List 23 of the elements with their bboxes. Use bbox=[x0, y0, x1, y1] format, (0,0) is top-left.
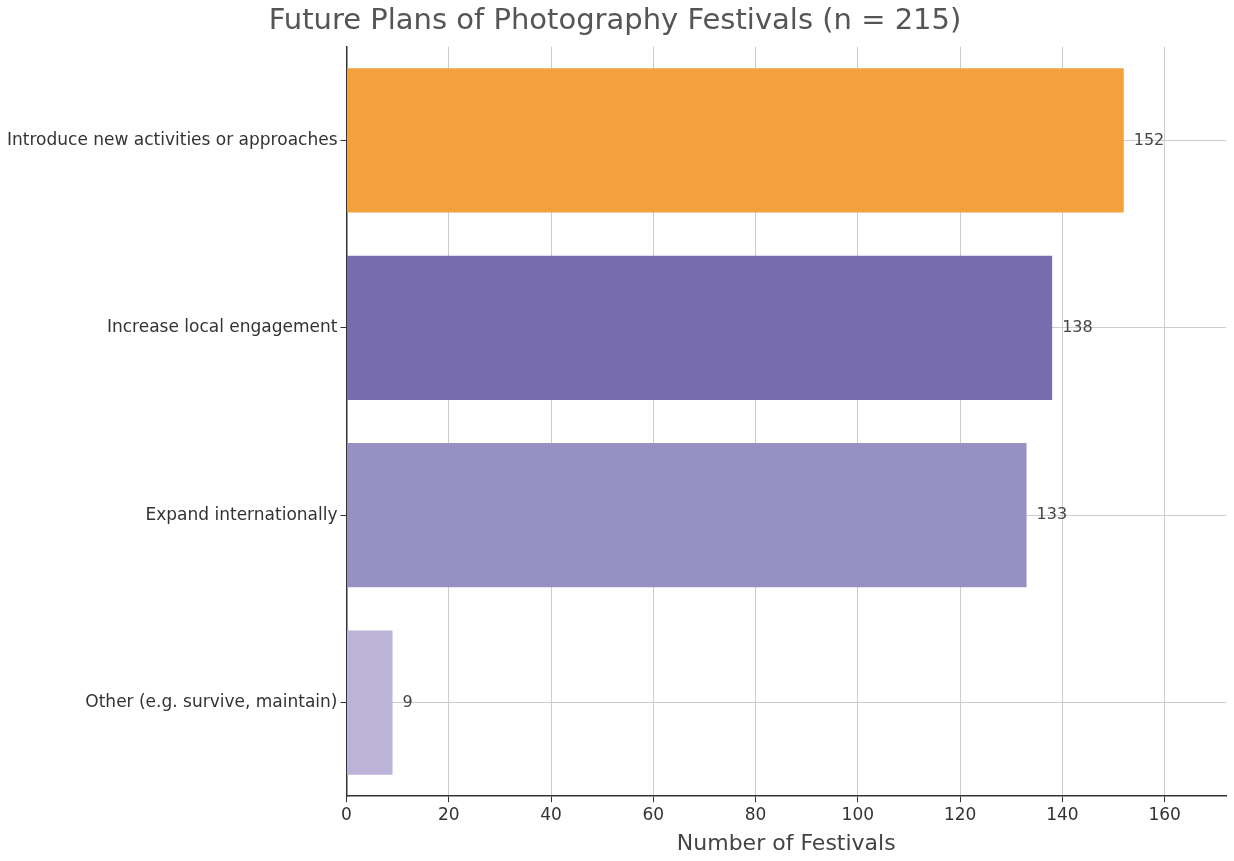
y-tick-label: Introduce new activities or approaches bbox=[7, 128, 338, 149]
bar bbox=[347, 255, 1053, 400]
x-tick-label: 20 bbox=[437, 803, 460, 824]
x-tick-label: 40 bbox=[540, 803, 562, 824]
y-tick-label: Increase local engagement bbox=[106, 316, 338, 337]
bar bbox=[347, 68, 1124, 213]
y-tick-label: Other (e.g. survive, maintain) bbox=[85, 690, 338, 711]
bar bbox=[347, 443, 1027, 588]
data-label: 152 bbox=[1133, 129, 1165, 149]
chart-title: Future Plans of Photography Festivals (n = 215) bbox=[268, 1, 962, 36]
x-tick-label: 0 bbox=[341, 803, 352, 824]
x-axis-title: Number of Festivals bbox=[676, 829, 896, 855]
x-tick-label: 60 bbox=[642, 803, 665, 824]
bar bbox=[347, 630, 393, 775]
x-tick-label: 100 bbox=[841, 803, 875, 824]
y-tick-label: Expand internationally bbox=[145, 503, 338, 524]
x-tick-label: 80 bbox=[744, 803, 767, 824]
data-label: 9 bbox=[402, 691, 413, 711]
x-tick-label: 140 bbox=[1046, 803, 1079, 824]
x-tick-label: 160 bbox=[1148, 803, 1181, 824]
x-tick-label: 120 bbox=[943, 803, 977, 824]
data-label: 138 bbox=[1062, 316, 1093, 336]
data-label: 133 bbox=[1036, 504, 1068, 524]
